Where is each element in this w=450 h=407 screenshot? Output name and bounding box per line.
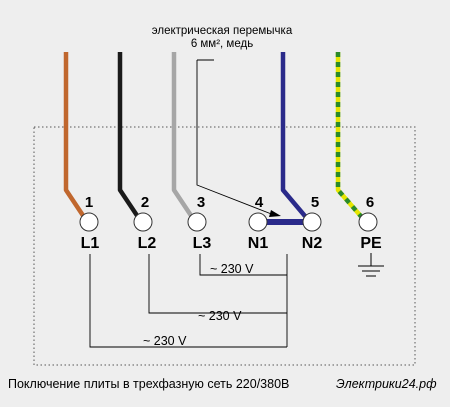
terminal-number-5: 5 bbox=[311, 194, 319, 211]
wire-l1 bbox=[63, 52, 88, 222]
caption: Поключение плиты в трехфазную сеть 220/3… bbox=[8, 377, 289, 391]
voltage-line-l1-n bbox=[89, 254, 287, 348]
terminal-6 bbox=[358, 212, 378, 232]
terminal-4 bbox=[248, 212, 268, 232]
voltage-line-l2-n bbox=[148, 254, 287, 314]
terminal-number-3: 3 bbox=[197, 194, 205, 211]
jumper-leader-line bbox=[196, 60, 275, 216]
voltage-line-l3-n bbox=[199, 254, 287, 276]
voltage-label-l3: ~ 230 V bbox=[210, 262, 254, 276]
terminal-number-6: 6 bbox=[366, 194, 374, 211]
ground-icon bbox=[358, 253, 384, 277]
terminal-number-1: 1 bbox=[85, 194, 93, 211]
stove-outline bbox=[33, 126, 416, 366]
terminal-label-l3: L3 bbox=[193, 235, 212, 252]
wire-l3 bbox=[171, 52, 196, 222]
terminal-label-l2: L2 bbox=[138, 235, 157, 252]
jumper-note-line1: электрическая перемычка bbox=[152, 25, 293, 37]
terminal-label-l1: L1 bbox=[81, 235, 100, 252]
terminal-label-n1: N1 bbox=[248, 235, 269, 252]
wire-neutral bbox=[280, 52, 312, 224]
voltage-label-l1: ~ 230 V bbox=[143, 334, 187, 348]
terminal-label-pe: PE bbox=[360, 235, 382, 252]
terminal-3 bbox=[187, 212, 207, 232]
terminal-5 bbox=[302, 212, 322, 232]
terminal-number-4: 4 bbox=[255, 194, 264, 211]
terminal-label-n2: N2 bbox=[302, 235, 323, 252]
brand-label: Электрики24.рф bbox=[336, 377, 437, 391]
jumper-note-line2: 6 мм², медь bbox=[191, 38, 253, 50]
wire-pe-yellow bbox=[335, 52, 368, 224]
terminal-2 bbox=[133, 212, 153, 232]
leader-arrowhead bbox=[269, 210, 281, 217]
wire-l2 bbox=[117, 52, 142, 222]
terminal-1 bbox=[79, 212, 99, 232]
terminal-number-2: 2 bbox=[141, 194, 149, 211]
voltage-label-l2: ~ 230 V bbox=[198, 309, 242, 323]
